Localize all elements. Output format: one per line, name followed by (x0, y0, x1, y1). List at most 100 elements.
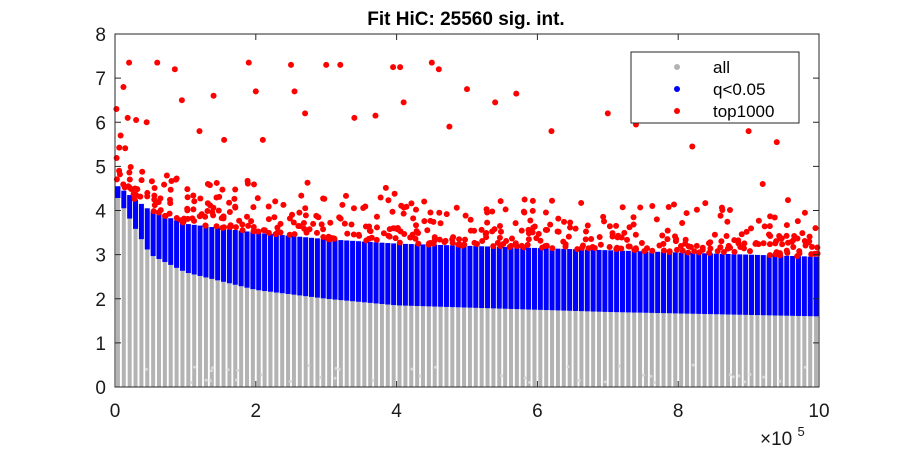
point-top1000 (497, 228, 504, 235)
point-q-column (502, 246, 508, 309)
point-top1000 (521, 196, 528, 203)
point-q-column (807, 256, 813, 317)
point-top1000 (302, 205, 309, 212)
point-top1000 (682, 240, 689, 247)
point-top1000 (560, 238, 567, 245)
point-all (226, 368, 230, 372)
point-all-column (415, 306, 420, 387)
point-top1000 (130, 190, 137, 197)
point-top1000-outlier (302, 110, 309, 117)
point-all-column (520, 309, 525, 387)
point-top1000 (529, 197, 536, 204)
point-top1000 (403, 203, 410, 210)
point-top1000 (373, 236, 380, 243)
point-q-column (543, 248, 549, 311)
point-top1000 (337, 215, 344, 222)
point-top1000 (298, 192, 305, 199)
point-all (617, 364, 621, 368)
point-q-column (174, 220, 180, 268)
point-q-column (479, 246, 485, 309)
point-top1000-outlier (513, 90, 520, 97)
point-top1000-outlier (113, 106, 120, 113)
point-top1000 (806, 238, 813, 245)
point-top1000 (421, 198, 428, 205)
point-all-column (509, 308, 513, 387)
point-q-column (127, 195, 133, 219)
point-q-column (361, 241, 367, 303)
point-q-column (649, 251, 655, 313)
point-top1000 (161, 212, 168, 219)
point-q-column (608, 250, 614, 313)
point-top1000 (779, 241, 786, 248)
point-top1000 (760, 240, 767, 247)
point-top1000 (613, 222, 620, 229)
point-all (748, 372, 752, 376)
point-all-column (215, 280, 220, 387)
point-top1000 (717, 244, 724, 251)
point-q-column (250, 232, 256, 290)
point-top1000 (794, 218, 801, 225)
point-top1000 (462, 212, 469, 219)
legend-label-top: top1000 (713, 102, 774, 121)
point-q-column (244, 231, 250, 288)
x-tick-label: 6 (532, 401, 543, 422)
point-all-column (350, 301, 355, 387)
point-top1000 (653, 216, 660, 223)
point-all (566, 365, 570, 369)
point-all-column (333, 299, 337, 387)
point-all-column (796, 315, 801, 387)
chart-title: Fit HiC: 25560 sig. int. (367, 9, 564, 30)
x-tick-label: 0 (110, 401, 121, 422)
point-all (778, 379, 782, 383)
point-all-column (567, 310, 572, 387)
point-all (371, 378, 375, 382)
point-top1000 (424, 227, 431, 234)
point-all (211, 366, 215, 370)
point-all-column (626, 312, 631, 387)
point-top1000 (245, 222, 252, 229)
point-top1000 (401, 231, 408, 238)
point-q-column (121, 190, 127, 209)
point-top1000 (172, 176, 179, 183)
point-top1000 (609, 230, 616, 237)
point-top1000 (239, 221, 246, 228)
point-top1000 (724, 218, 731, 225)
point-top1000 (296, 223, 303, 230)
point-all (653, 380, 657, 384)
point-q-column (185, 224, 191, 274)
point-top1000 (679, 219, 686, 226)
point-top1000 (231, 195, 238, 202)
point-top1000 (204, 208, 211, 215)
point-all-column (737, 314, 742, 387)
point-all-column (778, 315, 783, 387)
point-top1000 (184, 215, 191, 222)
point-top1000 (537, 237, 544, 244)
point-top1000 (400, 210, 407, 217)
point-all-column (450, 307, 455, 387)
point-all-column (597, 311, 601, 387)
point-all-column (667, 313, 672, 387)
point-top1000 (630, 221, 637, 228)
point-top1000 (255, 228, 262, 235)
point-all (333, 376, 337, 380)
legend-marker-top (674, 108, 680, 114)
point-all-column (602, 311, 607, 387)
y-tick-label: 7 (95, 69, 106, 90)
point-top1000 (766, 223, 773, 230)
point-top1000 (518, 227, 525, 234)
point-top1000 (589, 244, 596, 251)
point-top1000 (512, 240, 519, 247)
point-q-column (596, 249, 602, 312)
point-q-column (420, 244, 426, 307)
point-all-column (250, 289, 255, 387)
point-q-column (520, 247, 526, 310)
point-all-column (585, 311, 590, 387)
point-all-column (280, 293, 285, 387)
point-q-column (643, 251, 649, 313)
point-q-column (496, 246, 502, 309)
point-top1000 (373, 213, 380, 220)
point-top1000 (348, 221, 355, 228)
point-all-column (532, 309, 537, 387)
point-all-column (761, 315, 766, 387)
point-top1000 (529, 207, 536, 214)
